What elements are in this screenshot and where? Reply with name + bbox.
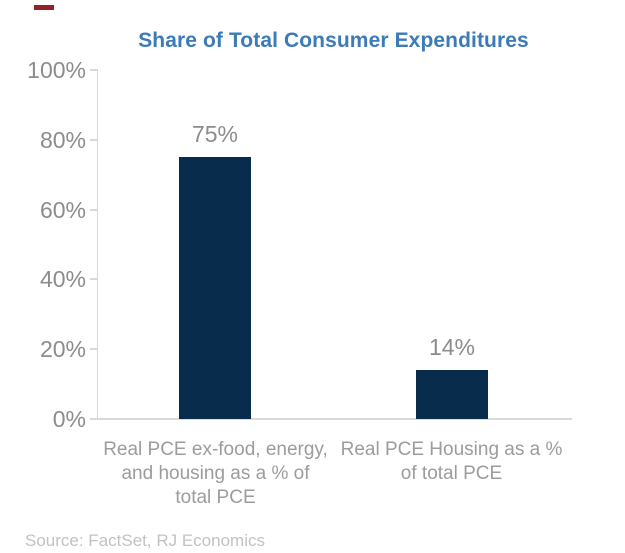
category-label-line: Real PCE ex-food, energy, [103,439,328,460]
x-axis-line [97,418,572,420]
category-label-line: Real PCE Housing as a % [340,439,563,460]
bar-2 [416,370,488,419]
y-tick-mark [90,348,98,351]
source-note: Source: FactSet, RJ Economics [25,531,265,550]
bar-value-label: 75% [191,121,239,147]
y-tick-label: 60% [39,196,86,223]
category-label-line: total PCE [175,487,256,508]
category-label: Real PCE Housing as a % of total PCE [333,438,570,486]
category-label: Real PCE ex-food, energy, and housing as … [97,438,334,510]
y-tick-mark [90,208,98,211]
y-tick-mark [90,69,98,71]
y-tick-label: 100% [27,57,86,83]
y-tick-label: 20% [39,336,86,363]
bar-1 [179,157,251,419]
chart-title: Share of Total Consumer Expenditures [138,29,529,52]
y-axis-line [97,70,98,419]
category-label-line: of total PCE [400,463,503,484]
bar-value-label: 14% [428,334,476,360]
y-tick-label: 80% [39,126,86,153]
y-tick-mark [90,418,98,420]
y-tick-mark [90,278,98,281]
y-tick-label: 40% [39,266,86,293]
brand-accent-dash [34,5,54,10]
y-tick-label: 0% [52,406,86,432]
category-label-line: and housing as a % of [121,463,310,484]
y-tick-mark [90,138,98,141]
